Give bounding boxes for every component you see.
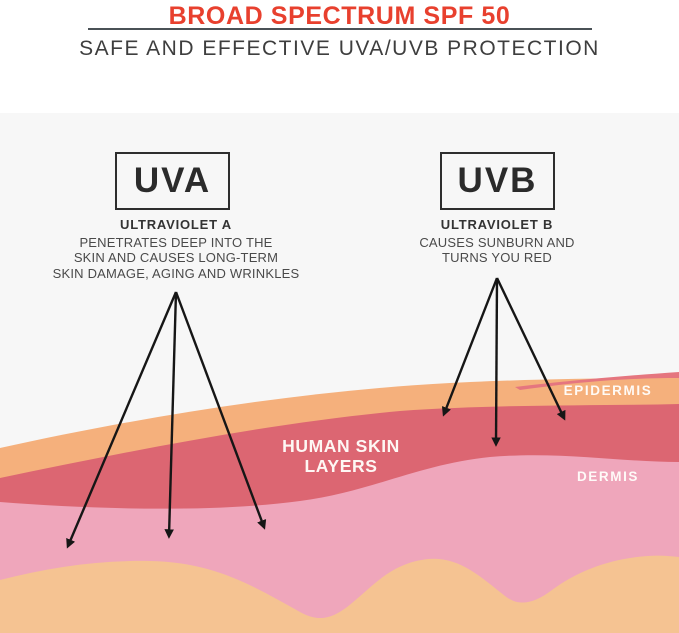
uvb-heading: ULTRAVIOLET B [440,217,554,232]
uva-description-line: SKIN AND CAUSES LONG-TERM [73,250,279,265]
uva-ray-right [174,291,267,530]
uva-ray-left [66,291,178,549]
uva-description-line: SKIN DAMAGE, AGING AND WRINKLES [52,265,300,281]
page-title: BROAD SPECTRUM SPF 50 [168,2,511,30]
title-divider [88,28,592,30]
uvb-ray-middle [491,277,501,447]
skin-surface-sliver-shape [515,372,679,390]
human-skin-layers-line2: LAYERS [304,456,378,476]
uvb-ray-left [441,277,499,417]
uvb-description-line: TURNS YOU RED [442,250,552,265]
uva-ray-middle [164,291,178,539]
page-subtitle: SAFE AND EFFECTIVE UVA/UVB PROTECTION [79,37,600,60]
uva-box: UVA [115,152,230,210]
uva-description-block: ULTRAVIOLET A PENETRATES DEEP INTO THE S… [45,217,307,281]
uvb-description-block: ULTRAVIOLET B CAUSES SUNBURN AND TURNS Y… [377,217,617,266]
dermis-label: DERMIS [576,469,640,484]
uva-rays [66,291,267,549]
subcutaneous-layer-shape [0,555,679,633]
uva-heading: ULTRAVIOLET A [120,217,232,232]
epidermis-label: EPIDERMIS [563,383,653,398]
uvb-description-line: CAUSES SUNBURN AND [419,234,575,250]
uva-box-label: UVA [133,161,212,200]
uvb-box-label: UVB [457,161,538,200]
uvb-rays [441,277,566,447]
uva-description-line: PENETRATES DEEP INTO THE [79,234,273,250]
human-skin-layers-line1: HUMAN SKIN [282,436,400,456]
uvb-ray-right [495,277,566,421]
uvb-box: UVB [440,152,555,210]
human-skin-layers-label: HUMAN SKIN LAYERS [241,436,441,476]
